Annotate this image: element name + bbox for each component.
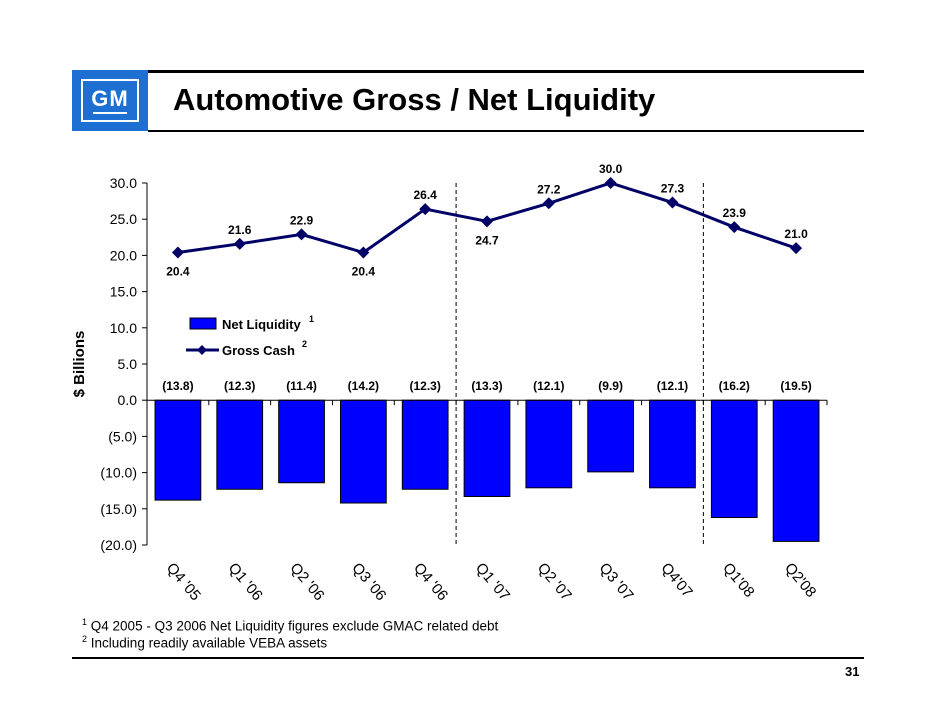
legend-net-liquidity-label: Net Liquidity [222,317,301,332]
net-liquidity-bar [278,399,325,484]
gm-logo: GM [72,70,148,131]
y-tick-label: 10.0 [110,320,137,336]
x-category-label: Q4 '05 [163,560,204,604]
header-rule-bottom [148,130,864,132]
gross-cash-label: 24.7 [475,233,499,247]
y-tick-label: (10.0) [100,465,137,481]
net-liquidity-bar [154,399,202,501]
legend-net-liquidity-swatch [189,317,217,330]
gross-cash-point [171,246,184,259]
page-number: 31 [845,664,860,679]
net-liquidity-label: (9.9) [598,379,623,393]
x-category-label: Q3 '06 [348,560,389,604]
y-axis-title: $ Billions [71,331,88,398]
gross-cash-label: 27.2 [537,182,561,196]
legend-net-liquidity-superscript: 1 [309,314,314,324]
y-tick-label: (15.0) [100,501,137,517]
gross-cash-point [542,197,555,210]
legend-gross-cash-marker [197,345,207,355]
gross-cash-label: 21.6 [228,223,252,237]
y-tick-label: 25.0 [110,211,137,227]
gross-cash-point [419,203,432,216]
gross-cash-point [481,215,493,228]
x-category-label: Q2 '06 [286,560,327,604]
net-liquidity-label: (12.3) [224,379,255,393]
x-category-label: Q2'08 [781,560,819,601]
net-liquidity-bar [463,399,511,497]
net-liquidity-bar [710,399,758,518]
gross-cash-label: 23.9 [723,206,747,220]
net-liquidity-label: (13.8) [162,379,193,393]
x-category-label: Q1 '06 [225,560,266,604]
net-liquidity-label: (12.1) [657,379,688,393]
net-liquidity-bar [649,399,696,489]
net-liquidity-bar [525,399,573,489]
net-liquidity-bar [401,399,449,490]
gross-cash-point [666,196,679,209]
gross-cash-label: 20.4 [166,265,190,279]
net-liquidity-label: (12.1) [533,379,564,393]
x-category-label: Q4'07 [657,560,695,601]
x-category-label: Q1 '07 [472,560,513,604]
gross-cash-label: 26.4 [414,188,438,202]
gross-cash-label: 22.9 [290,213,314,227]
footer-rule [72,657,864,659]
gross-cash-point [357,246,370,259]
net-liquidity-label: (16.2) [719,379,750,393]
gross-cash-label: 27.3 [661,182,685,196]
net-liquidity-bar [772,399,820,542]
footnote-2: 2 Including readily available VEBA asset… [82,634,328,651]
x-category-label: Q3 '07 [596,560,637,604]
page-title: Automotive Gross / Net Liquidity [173,82,656,117]
net-liquidity-label: (13.3) [471,379,502,393]
legend-gross-cash-label: Gross Cash [222,343,295,358]
net-liquidity-label: (14.2) [348,379,379,393]
gross-cash-point [233,237,246,250]
x-category-label: Q4 '06 [410,560,451,604]
y-tick-label: 20.0 [110,247,137,263]
net-liquidity-bar [216,399,264,490]
gross-cash-point [728,221,741,234]
y-tick-label: 30.0 [110,175,137,191]
net-liquidity-bar [339,399,387,504]
gm-logo-text: GM [91,85,129,111]
gross-cash-label: 30.0 [599,162,623,176]
net-liquidity-bar [587,399,635,473]
x-category-label: Q2 '07 [534,560,575,604]
net-liquidity-label: (12.3) [410,379,441,393]
y-tick-label: (20.0) [100,537,137,553]
gross-cash-point [604,177,617,189]
y-tick-label: 0.0 [118,392,138,408]
net-liquidity-label: (19.5) [780,379,811,393]
footnote-1: 1 Q4 2005 - Q3 2006 Net Liquidity figure… [82,617,499,634]
legend-gross-cash-superscript: 2 [302,339,307,349]
y-tick-label: 5.0 [118,356,138,372]
y-tick-label: (5.0) [108,428,137,444]
gross-cash-label: 20.4 [352,265,376,279]
gross-cash-label: 21.0 [784,227,808,241]
gross-cash-point [295,228,308,241]
net-liquidity-label: (11.4) [286,379,317,393]
x-category-label: Q1'08 [719,560,757,601]
header-rule-top [72,70,864,73]
y-tick-label: 15.0 [110,284,137,300]
gross-cash-point [790,242,803,255]
